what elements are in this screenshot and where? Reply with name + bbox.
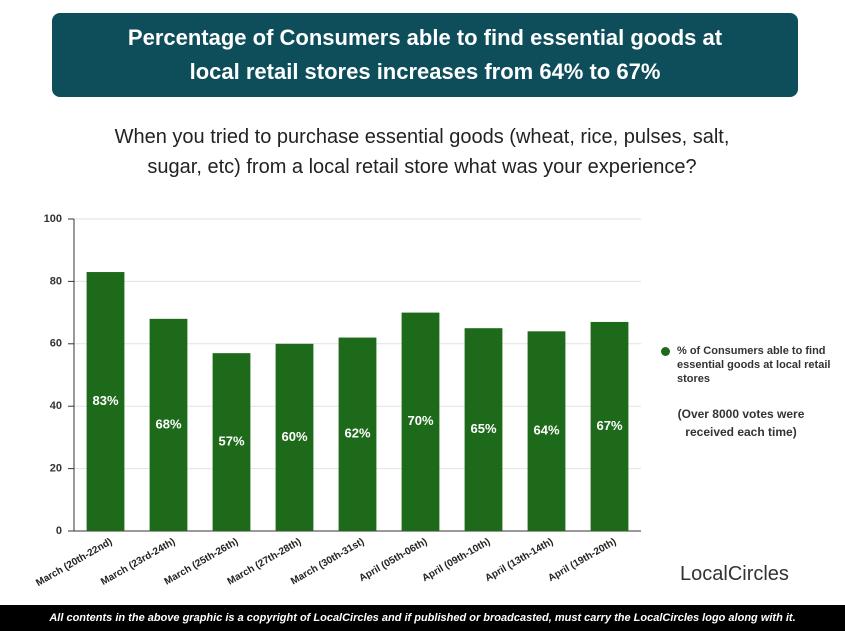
logo: LocalCircles (680, 563, 789, 585)
bar (401, 312, 440, 531)
annotation: (Over 8000 votes were received each time… (677, 407, 805, 439)
bar (86, 272, 125, 531)
legend: % of Consumers able to find essential go… (661, 344, 836, 386)
bar (338, 337, 377, 531)
bar (275, 343, 314, 531)
data-label: 60% (281, 429, 307, 444)
data-label: 62% (344, 426, 370, 441)
legend-swatch (661, 347, 670, 356)
data-label: 68% (155, 416, 181, 431)
data-label: 57% (218, 434, 244, 449)
x-tick-label: April (05th-06th) (357, 536, 429, 584)
y-tick-label: 80 (50, 275, 62, 287)
legend-entry: % of Consumers able to find essential go… (661, 344, 836, 386)
bar (590, 321, 629, 531)
legend-label: % of Consumers able to find essential go… (677, 345, 831, 385)
y-tick-label: 40 (50, 400, 62, 412)
subtitle: When you tried to purchase essential goo… (114, 126, 730, 178)
y-tick-label: 100 (44, 213, 62, 225)
title-banner: Percentage of Consumers able to find ess… (52, 13, 798, 97)
bar (527, 331, 566, 531)
y-tick-label: 20 (50, 463, 62, 475)
data-label: 64% (533, 423, 559, 438)
x-tick-label: April (09th-10th) (420, 536, 492, 584)
bar (149, 318, 188, 531)
bar (464, 328, 503, 531)
y-tick-label: 0 (56, 525, 62, 537)
x-tick-label: April (19th-20th) (546, 536, 618, 584)
x-tick-label: April (13th-14th) (483, 536, 555, 584)
data-label: 67% (596, 418, 622, 433)
y-tick-label: 60 (50, 338, 62, 350)
data-label: 70% (407, 413, 433, 428)
footer: All contents in the above graphic is a c… (0, 605, 845, 631)
data-label: 65% (470, 421, 496, 436)
data-label: 83% (92, 393, 118, 408)
bar (212, 353, 251, 531)
title: Percentage of Consumers able to find ess… (127, 25, 723, 84)
